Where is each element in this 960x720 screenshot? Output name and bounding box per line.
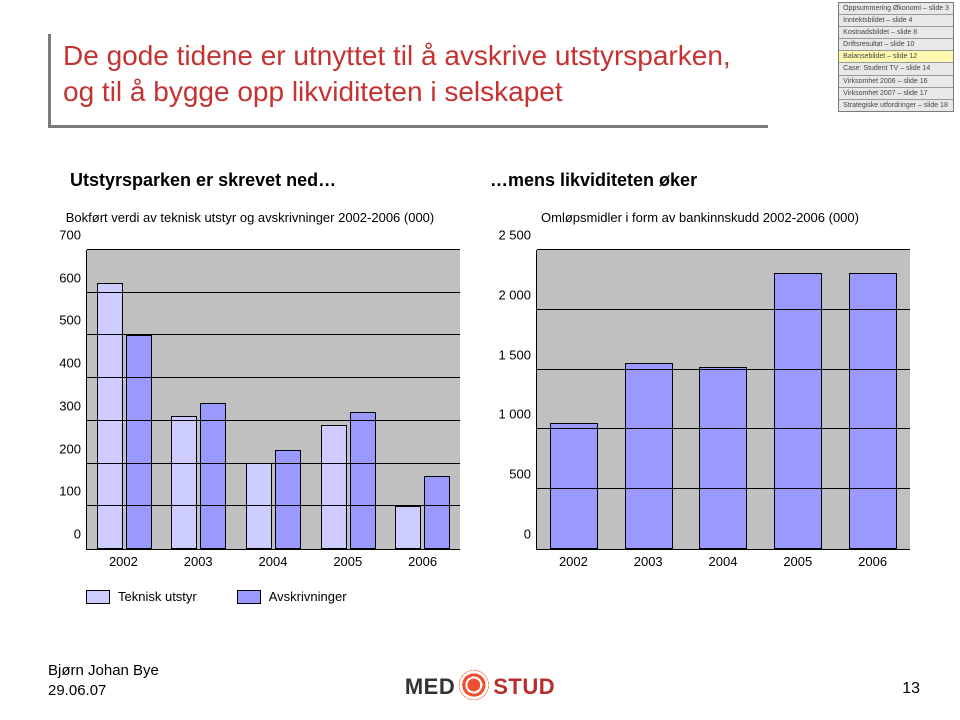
bar-avskrivninger [126, 335, 152, 549]
nav-index: Oppsummering Økonomi – slide 3Inntektsbi… [838, 2, 954, 112]
x-tick-label: 2005 [760, 554, 835, 569]
bar [625, 363, 673, 549]
bar-avskrivninger [424, 476, 450, 549]
bar-avskrivninger [275, 450, 301, 549]
footer-author: Bjørn Johan Bye [48, 661, 159, 681]
bar-teknisk [171, 416, 197, 549]
nav-item: Strategiske utfordringer – slide 18 [839, 100, 953, 111]
bar-slot [612, 363, 687, 549]
chart-right-xlabels: 20022003200420052006 [536, 554, 910, 569]
charts-row: Bokført verdi av teknisk utstyr og avskr… [40, 210, 920, 604]
section-right-title: …mens likviditeten øker [490, 170, 870, 191]
chart-left-xlabels: 20022003200420052006 [86, 554, 460, 569]
bar-group [162, 403, 237, 549]
y-tick-label: 300 [59, 398, 87, 413]
bar-slot [686, 367, 761, 549]
gridline [87, 377, 460, 378]
bar-group [236, 450, 311, 549]
bar-group [311, 412, 386, 549]
nav-item: Case: Student TV – slide 14 [839, 63, 953, 75]
gridline [537, 249, 910, 250]
bar-slot [537, 423, 612, 549]
page-number: 13 [902, 680, 920, 698]
y-tick-label: 1 500 [498, 347, 537, 362]
nav-item: Virksomhet 2007 – slide 17 [839, 88, 953, 100]
nav-item: Inntektsbildet – slide 4 [839, 15, 953, 27]
gridline [87, 420, 460, 421]
logo: MED STUD [405, 672, 555, 702]
legend-item: Teknisk utstyr [86, 589, 197, 604]
gridline [87, 249, 460, 250]
y-tick-label: 0 [524, 527, 537, 542]
x-tick-label: 2005 [310, 554, 385, 569]
y-tick-label: 400 [59, 356, 87, 371]
y-tick-label: 500 [509, 467, 537, 482]
gridline [537, 428, 910, 429]
chart-right: Omløpsmidler i form av bankinnskudd 2002… [490, 210, 910, 604]
bar-slot [835, 273, 910, 549]
y-tick-label: 500 [59, 313, 87, 328]
section-left-title: Utstyrsparken er skrevet ned… [70, 170, 490, 191]
logo-icon [459, 670, 489, 700]
y-tick-label: 200 [59, 441, 87, 456]
slide-title: De gode tidene er utnyttet til å avskriv… [48, 34, 768, 128]
nav-item: Driftsresultat – slide 10 [839, 39, 953, 51]
gridline [87, 505, 460, 506]
y-tick-label: 700 [59, 228, 87, 243]
y-tick-label: 1 000 [498, 407, 537, 422]
chart-left-title: Bokført verdi av teknisk utstyr og avskr… [40, 210, 460, 244]
y-tick-label: 600 [59, 270, 87, 285]
gridline [537, 488, 910, 489]
y-tick-label: 2 000 [498, 287, 537, 302]
bar-teknisk [97, 283, 123, 549]
x-tick-label: 2002 [536, 554, 611, 569]
x-tick-label: 2002 [86, 554, 161, 569]
legend-swatch [237, 590, 261, 604]
nav-item: Balansebildet – slide 12 [839, 51, 953, 63]
chart-right-plot: 05001 0001 5002 0002 500 [536, 250, 910, 550]
legend-item: Avskrivninger [237, 589, 347, 604]
nav-item: Kostnadsbildet – slide 8 [839, 27, 953, 39]
footer-author-block: Bjørn Johan Bye 29.06.07 [48, 661, 159, 700]
bar [550, 423, 598, 549]
bar-teknisk [321, 425, 347, 549]
gridline [87, 292, 460, 293]
chart-right-title: Omløpsmidler i form av bankinnskudd 2002… [490, 210, 910, 244]
logo-right-text: STUD [493, 674, 555, 700]
bar-group [385, 476, 460, 549]
gridline [537, 369, 910, 370]
x-tick-label: 2004 [236, 554, 311, 569]
x-tick-label: 2003 [611, 554, 686, 569]
legend-swatch [86, 590, 110, 604]
x-tick-label: 2003 [161, 554, 236, 569]
bar-teknisk [395, 506, 421, 549]
bar [774, 273, 822, 549]
bar-avskrivninger [350, 412, 376, 549]
logo-left-text: MED [405, 674, 455, 700]
chart-left-legend: Teknisk utstyr Avskrivninger [86, 589, 460, 604]
gridline [87, 463, 460, 464]
x-tick-label: 2004 [686, 554, 761, 569]
x-tick-label: 2006 [385, 554, 460, 569]
chart-left-plot: 0100200300400500600700 [86, 250, 460, 550]
bar-group [87, 283, 162, 549]
nav-item: Virksomhet 2006 – slide 16 [839, 76, 953, 88]
bar [849, 273, 897, 549]
section-headers: Utstyrsparken er skrevet ned… …mens likv… [70, 170, 890, 191]
gridline [537, 309, 910, 310]
x-tick-label: 2006 [835, 554, 910, 569]
y-tick-label: 0 [74, 527, 87, 542]
legend-label: Avskrivninger [269, 589, 347, 604]
footer-date: 29.06.07 [48, 681, 159, 701]
legend-label: Teknisk utstyr [118, 589, 197, 604]
nav-item: Oppsummering Økonomi – slide 3 [839, 3, 953, 15]
bar-avskrivninger [200, 403, 226, 549]
bar-slot [761, 273, 836, 549]
gridline [87, 334, 460, 335]
y-tick-label: 100 [59, 484, 87, 499]
y-tick-label: 2 500 [498, 228, 537, 243]
bar [699, 367, 747, 549]
chart-left: Bokført verdi av teknisk utstyr og avskr… [40, 210, 460, 604]
